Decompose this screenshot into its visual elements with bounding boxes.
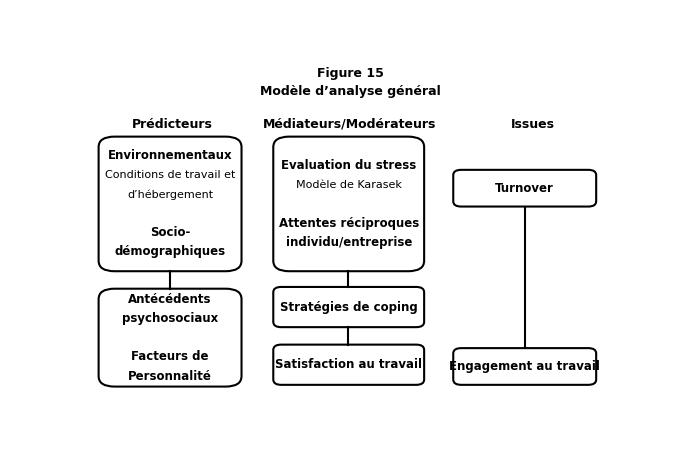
- Text: Turnover: Turnover: [495, 182, 554, 195]
- Text: Stratégies de coping: Stratégies de coping: [280, 301, 417, 314]
- Text: Environnementaux: Environnementaux: [108, 149, 232, 163]
- FancyBboxPatch shape: [273, 345, 424, 385]
- Text: Conditions de travail et: Conditions de travail et: [105, 170, 235, 180]
- Text: Satisfaction au travail: Satisfaction au travail: [275, 358, 422, 371]
- Text: Modèle de Karasek: Modèle de Karasek: [296, 180, 402, 190]
- Text: Figure 15: Figure 15: [317, 67, 383, 80]
- Text: Evaluation du stress: Evaluation du stress: [281, 159, 417, 172]
- Text: Personnalité: Personnalité: [128, 370, 212, 383]
- Text: Antécédents: Antécédents: [128, 293, 212, 306]
- FancyBboxPatch shape: [98, 137, 242, 271]
- Text: Médiateurs/Modérateurs: Médiateurs/Modérateurs: [264, 118, 436, 131]
- Text: Facteurs de: Facteurs de: [131, 350, 209, 363]
- Text: Issues: Issues: [511, 118, 555, 131]
- Text: Modèle d’analyse général: Modèle d’analyse général: [260, 85, 441, 98]
- FancyBboxPatch shape: [454, 348, 596, 385]
- Text: individu/entreprise: individu/entreprise: [285, 236, 412, 249]
- Text: Socio-: Socio-: [150, 226, 191, 239]
- Text: Prédicteurs: Prédicteurs: [133, 118, 213, 131]
- FancyBboxPatch shape: [273, 137, 424, 271]
- FancyBboxPatch shape: [454, 170, 596, 207]
- Text: Engagement au travail: Engagement au travail: [449, 360, 600, 373]
- FancyBboxPatch shape: [273, 287, 424, 327]
- Text: psychosociaux: psychosociaux: [122, 312, 218, 325]
- Text: démographiques: démographiques: [115, 246, 225, 258]
- FancyBboxPatch shape: [98, 289, 242, 387]
- Text: d’hébergement: d’hébergement: [127, 189, 213, 200]
- Text: Attentes réciproques: Attentes réciproques: [279, 217, 419, 230]
